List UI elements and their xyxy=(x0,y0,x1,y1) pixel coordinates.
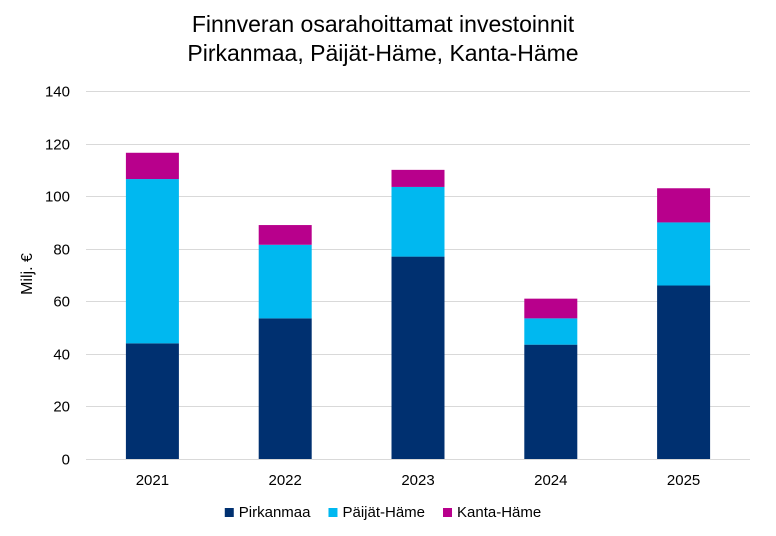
bar-segment xyxy=(258,225,312,245)
x-tick-label: 2025 xyxy=(667,472,700,489)
y-axis-ticks: 0 20 40 60 80 100 120 140 xyxy=(45,84,70,469)
bar-segment xyxy=(125,179,179,344)
bar-segment xyxy=(125,152,179,180)
y-tick-label: 60 xyxy=(53,294,70,311)
bar-segment xyxy=(657,188,711,223)
bar-segment xyxy=(258,318,312,459)
bars xyxy=(125,152,711,459)
bar-segment xyxy=(125,343,179,459)
legend-label: Kanta-Häme xyxy=(457,504,541,521)
bar-segment xyxy=(258,244,312,319)
y-axis-label: Milj. € xyxy=(19,253,36,295)
x-tick-label: 2022 xyxy=(269,472,302,489)
bar-segment xyxy=(657,285,711,459)
legend-label: Pirkanmaa xyxy=(239,504,311,521)
x-tick-label: 2021 xyxy=(136,472,169,489)
y-tick-label: 20 xyxy=(53,399,70,416)
legend-swatch xyxy=(443,508,453,517)
y-tick-label: 0 xyxy=(62,452,70,469)
legend-swatch xyxy=(328,508,338,517)
y-tick-label: 140 xyxy=(45,84,70,101)
bar-segment xyxy=(391,256,445,459)
bar-segment xyxy=(391,169,445,187)
chart-title-line-1: Finnveran osarahoittamat investoinnit xyxy=(192,11,575,37)
bar-segment xyxy=(524,298,578,319)
bar-segment xyxy=(524,344,578,459)
chart-title-line-2: Pirkanmaa, Päijät-Häme, Kanta-Häme xyxy=(187,40,578,66)
x-tick-label: 2023 xyxy=(401,472,434,489)
y-tick-label: 40 xyxy=(53,347,70,364)
legend: Pirkanmaa Päijät-Häme Kanta-Häme xyxy=(224,504,541,521)
legend-swatch xyxy=(224,508,234,517)
bar-segment xyxy=(657,222,711,286)
legend-label: Päijät-Häme xyxy=(342,504,425,521)
x-tick-label: 2024 xyxy=(534,472,567,489)
y-tick-label: 100 xyxy=(45,189,70,206)
bar-segment xyxy=(391,186,445,257)
y-tick-label: 80 xyxy=(53,242,70,259)
y-tick-label: 120 xyxy=(45,137,70,154)
bar-segment xyxy=(524,318,578,345)
x-axis-ticks: 2021 2022 2023 2024 2025 xyxy=(136,472,701,489)
